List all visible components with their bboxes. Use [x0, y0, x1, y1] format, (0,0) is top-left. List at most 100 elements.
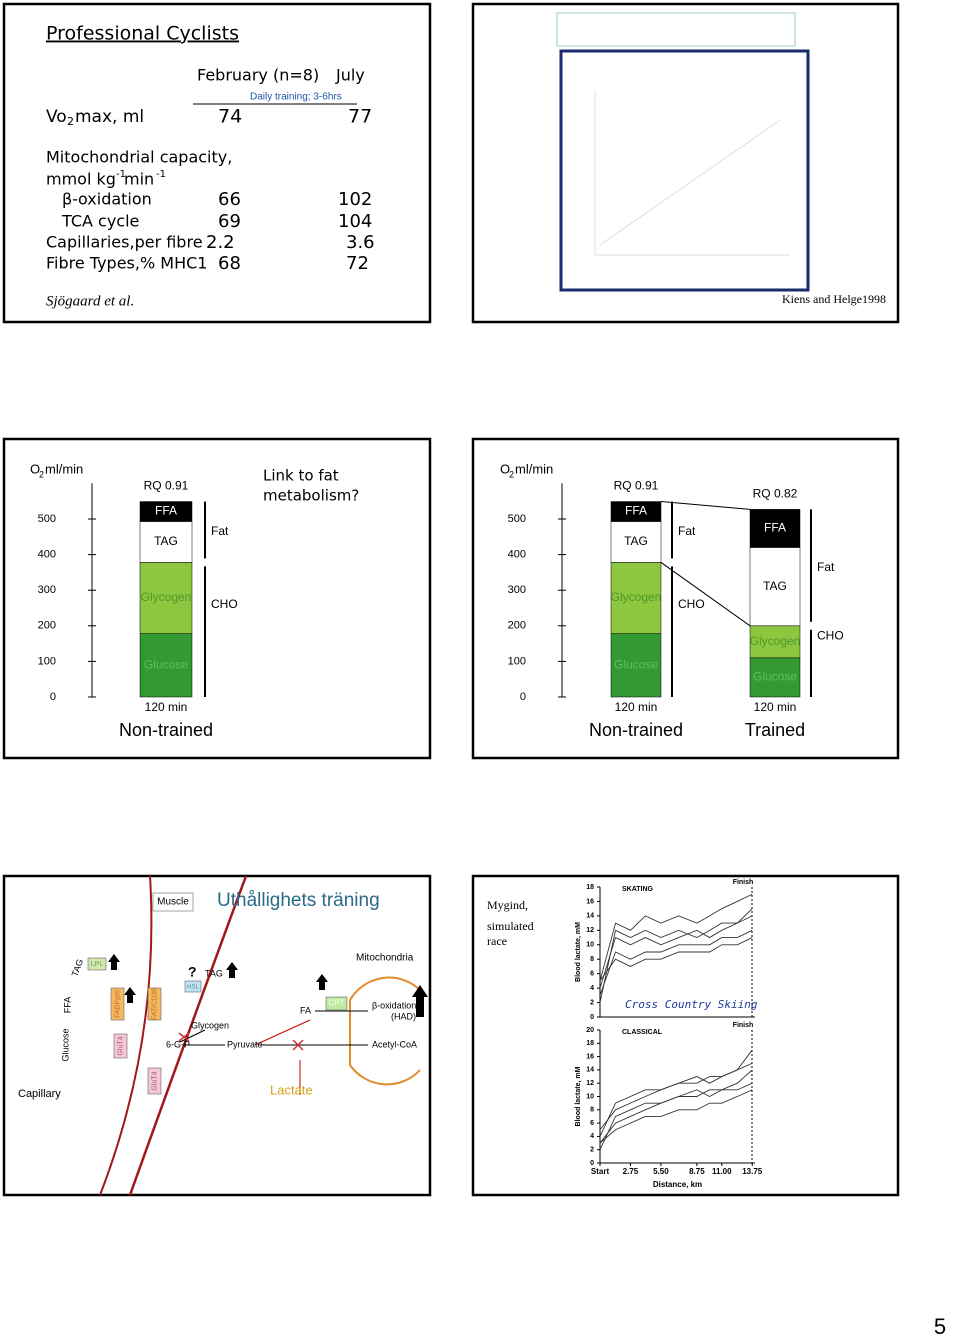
x-label: 120 min [754, 700, 797, 714]
series-line [599, 1062, 753, 1137]
label: LPL [91, 961, 104, 968]
bracket-label: CHO [817, 629, 844, 643]
y-tick-label: 10 [586, 1093, 594, 1100]
protein-box [87, 957, 107, 971]
y-tick-label: 18 [586, 884, 594, 891]
image-frame [559, 49, 810, 292]
slide-frame [471, 437, 900, 760]
label: ? [188, 964, 197, 980]
series-line [599, 929, 753, 996]
label: Lactate [270, 1082, 313, 1097]
y-tick-label: 500 [38, 513, 56, 525]
rq-label: RQ 0.91 [144, 479, 189, 493]
y-tick-label: 100 [38, 655, 56, 667]
y-tick-label: 8 [590, 1107, 594, 1114]
note: race [487, 934, 507, 948]
up-arrow [412, 985, 428, 1017]
page-number: 5 [934, 1314, 946, 1339]
label: Capillary [18, 1088, 61, 1100]
slide-frame [2, 874, 432, 1197]
protein-box [325, 996, 348, 1011]
segment-label: FFA [625, 504, 647, 518]
bracket-label: Fat [211, 524, 229, 538]
row-label: Vo [46, 107, 67, 127]
bar-segment [610, 501, 662, 522]
cell: 3.6 [346, 232, 375, 253]
protein-box [110, 987, 125, 1021]
faded-fit-line [599, 119, 781, 246]
up-arrows [108, 954, 428, 1017]
series-line [599, 1089, 753, 1144]
protein-box [184, 980, 202, 993]
label: FFA [62, 997, 72, 1014]
label: FABPpm [114, 990, 121, 1018]
y-tick-label: 0 [50, 691, 56, 703]
series-line [599, 937, 753, 982]
bracket-label: Fat [817, 560, 835, 574]
y-tick-label: 8 [590, 956, 594, 963]
x-tick-label: 5.50 [653, 1167, 669, 1176]
arrow [179, 1029, 206, 1043]
row-label: -1 [116, 169, 126, 180]
y-tick-label: 16 [586, 1053, 594, 1060]
protein-box [147, 987, 162, 1021]
label-box [152, 892, 194, 912]
row-label: β-oxidation [62, 190, 152, 209]
x-tick-label: 8.75 [689, 1167, 705, 1176]
series-line [599, 915, 753, 1003]
label: HSL [187, 985, 199, 991]
source: Kiens and Helge1998 [782, 292, 886, 306]
note: Daily training; 3-6hrs [250, 92, 342, 103]
segment-label: Glucose [753, 670, 797, 684]
label: TAG [205, 968, 223, 978]
x-axis-label: Distance, km [653, 1180, 702, 1189]
segment-label: TAG [624, 534, 648, 548]
label: Acetyl-CoA [372, 1039, 417, 1049]
chart-title: SKATING [622, 886, 654, 893]
image-caption-box [556, 12, 796, 47]
segment-label: TAG [763, 579, 787, 593]
label: 6-G-P [166, 1039, 190, 1049]
bracket-label: CHO [678, 597, 705, 611]
y-tick-label: 16 [586, 898, 594, 905]
bar-segment [139, 633, 193, 698]
chart-title: CLASSICAL [622, 1029, 663, 1036]
faded-figure [594, 90, 790, 256]
caption: Cross Country Skiing [625, 998, 758, 1011]
label: Mitochondria [356, 953, 414, 964]
y-tick-label: 100 [508, 655, 526, 667]
annotation: Link to fat [263, 467, 339, 485]
cell: 69 [218, 211, 241, 232]
slide-title: Professional Cyclists [46, 23, 239, 45]
x-label: 120 min [145, 700, 188, 714]
segment-label: Glucose [144, 657, 188, 671]
label: Glucose [60, 1028, 70, 1061]
y-tick-label: 6 [590, 1120, 594, 1127]
column-header: July [335, 66, 365, 85]
y-tick-label: 18 [586, 1040, 594, 1047]
slide-frame [471, 874, 900, 1197]
muscle-membrane [128, 875, 248, 1196]
cell: 77 [348, 106, 372, 128]
x-tick-label: 2.75 [623, 1167, 639, 1176]
x-label: 120 min [615, 700, 658, 714]
cell: 74 [218, 106, 242, 128]
y-axis-label: Blood lactate, mM [575, 1066, 582, 1126]
row-label: min [124, 170, 154, 189]
column-header: February (n=8) [197, 66, 319, 85]
note: simulated [487, 919, 534, 933]
y-tick-label: 500 [508, 513, 526, 525]
bar-segment [749, 625, 801, 659]
protein-box [147, 1067, 162, 1095]
y-tick-label: 14 [586, 1067, 594, 1074]
axis-label: 2 [39, 469, 44, 479]
row-label: max, ml [75, 107, 144, 127]
y-tick-label: 12 [586, 927, 594, 934]
series-line [599, 893, 753, 982]
label: (HAD) [391, 1011, 416, 1021]
row-label: -1 [156, 169, 166, 180]
bar-segment [139, 562, 193, 634]
y-tick-label: 14 [586, 913, 594, 920]
mitochondria-outline [349, 976, 421, 1086]
